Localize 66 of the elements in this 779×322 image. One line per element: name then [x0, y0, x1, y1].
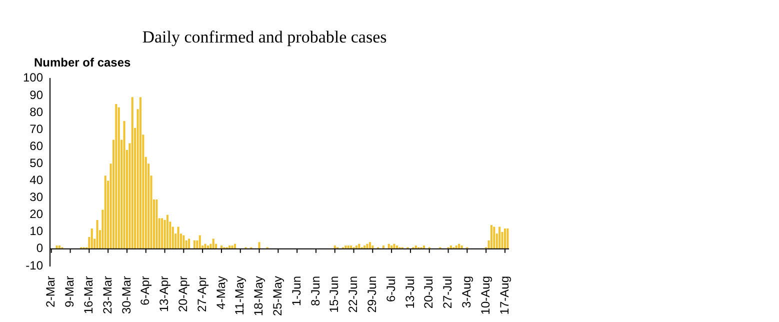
- y-tick-label: 10: [30, 224, 44, 238]
- y-tick-label: 60: [30, 138, 44, 153]
- y-tick-label: 30: [30, 190, 44, 204]
- bar: [166, 214, 168, 249]
- x-tick-label: 6-Apr: [138, 276, 152, 306]
- y-tick-label: 0: [36, 241, 44, 256]
- x-tick-label: 22-Jun: [346, 276, 360, 313]
- x-tick-label: 18-May: [252, 276, 266, 316]
- bar: [182, 235, 185, 249]
- bar: [156, 199, 158, 249]
- bar: [493, 226, 496, 249]
- bar: [161, 218, 164, 249]
- bar: [198, 235, 201, 249]
- x-tick-label: 27-Jul: [440, 276, 455, 309]
- bar: [490, 225, 492, 249]
- bar: [506, 228, 509, 249]
- x-tick-label: 1-Jun: [289, 276, 304, 306]
- bar: [366, 244, 368, 249]
- x-tick-label: 23-Mar: [100, 276, 114, 314]
- bar: [96, 220, 98, 249]
- y-tick-label: 90: [30, 88, 44, 102]
- bar: [115, 104, 118, 249]
- bar: [368, 242, 371, 249]
- y-tick-label: 80: [30, 104, 44, 119]
- x-tick-label: 9-Mar: [62, 276, 77, 308]
- x-tick-label: 16-Mar: [81, 276, 96, 314]
- x-tick-label: 8-Jun: [308, 276, 322, 306]
- bar: [123, 121, 126, 249]
- x-tick-label: 2-Mar: [44, 276, 58, 308]
- bar: [193, 240, 196, 249]
- x-tick-label: 20-Apr: [176, 276, 190, 312]
- bar: [90, 228, 93, 249]
- bar: [504, 228, 506, 249]
- y-tick-label: 20: [30, 207, 44, 222]
- x-tick-label: 4-May: [214, 276, 228, 310]
- x-tick-label: 3-Aug: [459, 276, 474, 308]
- x-tick-label: 27-Apr: [194, 276, 209, 312]
- bar: [139, 97, 142, 249]
- y-tick-label: 40: [30, 173, 44, 188]
- y-tick-label: 50: [30, 156, 44, 170]
- bar: [118, 107, 120, 249]
- x-tick-label: 10-Aug: [478, 276, 492, 315]
- bar: [498, 226, 501, 249]
- x-tick-label: 20-Jul: [422, 276, 436, 309]
- bar: [131, 97, 134, 249]
- y-axis-title: Number of cases: [34, 56, 132, 70]
- bar: [212, 238, 214, 249]
- x-tick-label: 13-Jul: [402, 276, 417, 309]
- y-tick-label: 70: [30, 122, 44, 136]
- x-tick-label: 11-May: [232, 276, 247, 316]
- x-tick-label: 6-Jul: [384, 276, 398, 302]
- x-tick-label: 25-May: [270, 276, 284, 316]
- bar: [393, 244, 396, 249]
- x-tick-label: 30-Mar: [119, 276, 134, 314]
- bar: [104, 176, 106, 249]
- y-tick-label: 100: [22, 70, 44, 85]
- x-tick-label: 13-Apr: [157, 276, 172, 312]
- x-tick-label: 29-Jun: [364, 276, 379, 313]
- bar: [188, 238, 190, 249]
- x-tick-label: 15-Jun: [327, 276, 342, 313]
- y-tick-label: -10: [26, 258, 44, 272]
- chart-title: Daily confirmed and probable cases: [142, 28, 387, 47]
- bar: [258, 242, 260, 249]
- x-tick-label: 17-Aug: [497, 276, 512, 315]
- bar: [460, 246, 463, 249]
- bar: [177, 226, 180, 249]
